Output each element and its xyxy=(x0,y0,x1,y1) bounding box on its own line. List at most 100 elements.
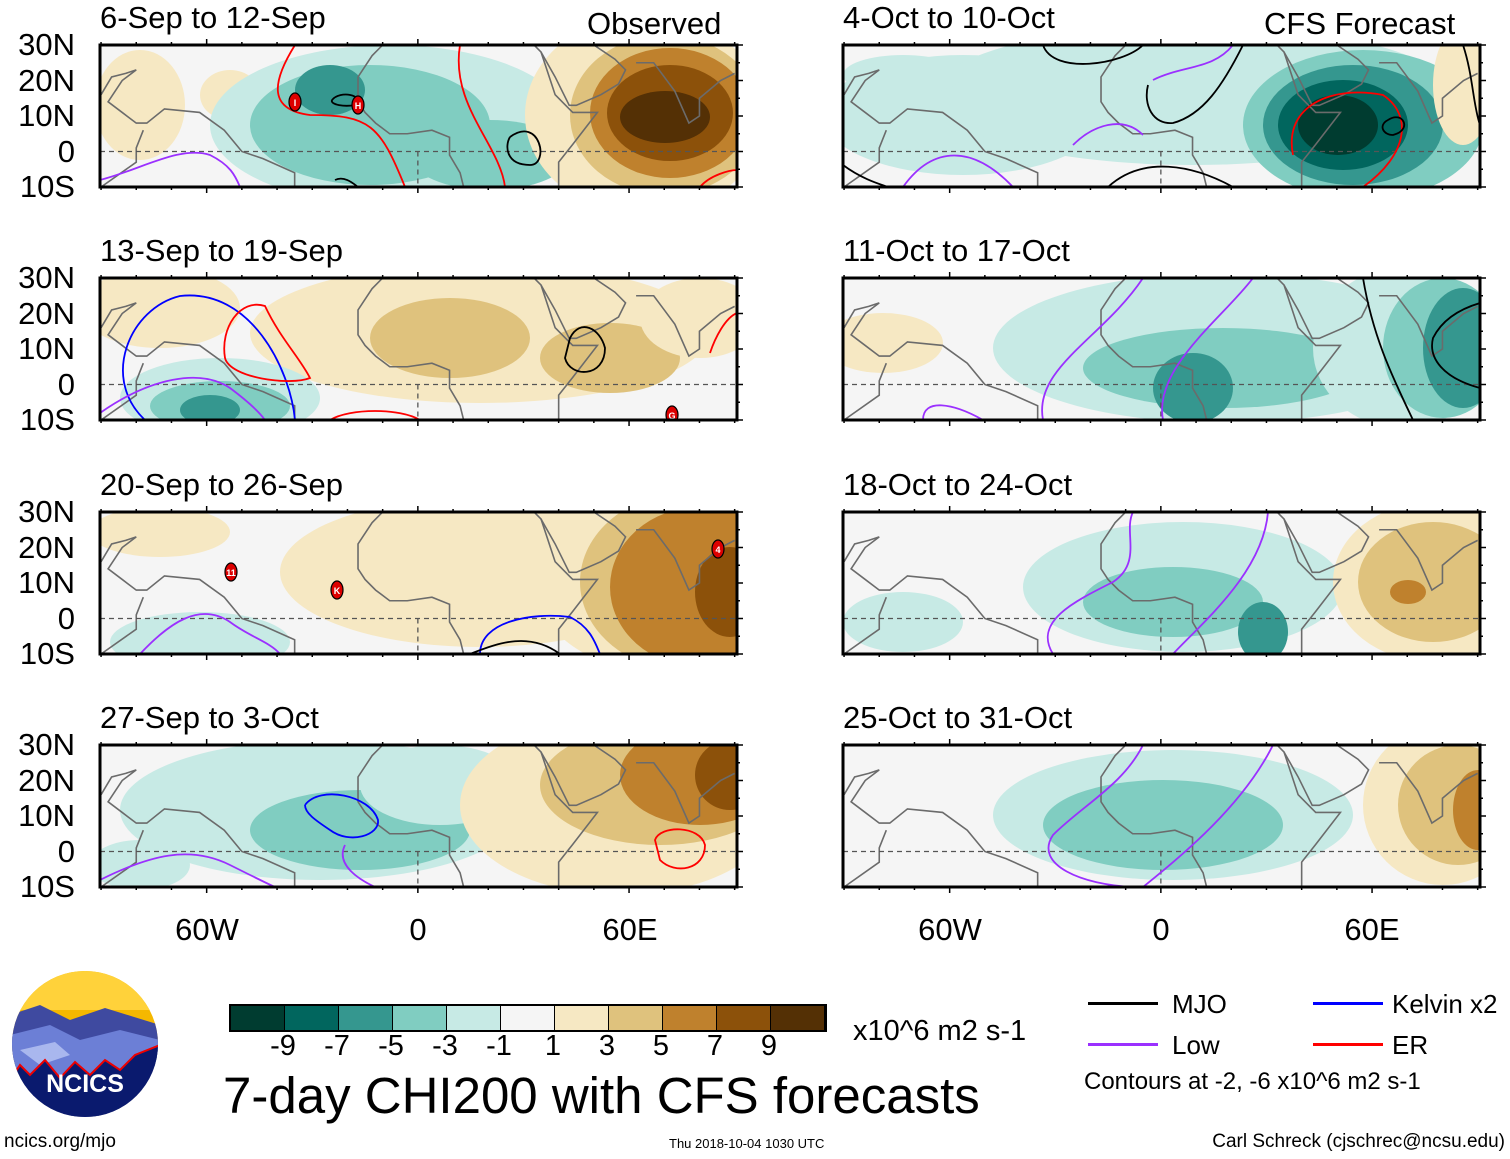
tropical-cyclone-icon: H xyxy=(351,95,365,115)
mjo-contour xyxy=(564,326,606,373)
lon-label-60w-right: 60W xyxy=(918,912,982,947)
chi200-anomaly-region xyxy=(620,91,710,143)
colorbar-swatch xyxy=(663,1006,717,1030)
lat-label: 30N xyxy=(18,260,75,295)
coastline xyxy=(100,362,145,420)
panel-title: 4-Oct to 10-Oct xyxy=(843,0,1055,35)
chi200-anomaly-region xyxy=(180,395,240,420)
coastline xyxy=(843,129,888,187)
colorbar xyxy=(229,1004,827,1032)
coastline xyxy=(532,278,600,420)
lat-label: 30N xyxy=(18,727,75,762)
footer-url[interactable]: ncics.org/mjo xyxy=(4,1131,116,1152)
chi200-anomaly-region xyxy=(110,612,290,654)
tropical-cyclone-icon: 11 xyxy=(224,562,238,582)
colorbar-swatch xyxy=(339,1006,393,1030)
storm-label: I xyxy=(294,98,297,108)
coastline xyxy=(636,761,736,825)
er-contour xyxy=(1290,91,1403,187)
panel-title: 20-Sep to 26-Sep xyxy=(100,467,344,502)
colorbar-swatch xyxy=(771,1006,825,1030)
colorbar-swatch xyxy=(501,1006,555,1030)
coastline xyxy=(1100,745,1208,887)
observed-header: Observed xyxy=(587,6,722,41)
er-contour xyxy=(699,169,737,187)
map-panel xyxy=(841,506,1486,660)
colorbar-tick-label: 7 xyxy=(706,1030,724,1062)
coastline xyxy=(100,302,296,420)
low-contour xyxy=(100,377,266,420)
chi200-anomaly-region xyxy=(1433,45,1480,145)
coastline xyxy=(357,745,465,887)
legend-low-label: Low xyxy=(1172,1030,1220,1060)
chi200-anomaly-region xyxy=(100,512,230,557)
low-contour xyxy=(1047,745,1144,887)
coastline xyxy=(843,596,888,654)
er-contour xyxy=(276,45,406,187)
lat-label: 10S xyxy=(19,636,75,671)
low-contour xyxy=(139,613,281,654)
colorbar-tick-label: 9 xyxy=(760,1030,778,1062)
low-contour xyxy=(1161,278,1254,420)
coastline xyxy=(1100,278,1208,420)
kelvin-contour xyxy=(479,614,601,654)
coastline xyxy=(843,362,888,420)
chi200-anomaly-region xyxy=(295,65,365,115)
legend-kelvin-label: Kelvin x2 xyxy=(1392,989,1498,1019)
chi200-anomaly-region xyxy=(100,840,190,887)
low-contour xyxy=(342,844,376,887)
legend-mjo-label: MJO xyxy=(1172,989,1227,1019)
ncics-logo: NCICS xyxy=(12,971,158,1117)
panel-title: 13-Sep to 19-Sep xyxy=(100,233,344,268)
coastline xyxy=(1275,278,1343,420)
mjo-contour xyxy=(1462,45,1480,126)
coastline xyxy=(540,512,627,574)
storm-label: K xyxy=(334,586,341,596)
coastline xyxy=(532,45,600,187)
mjo-contour xyxy=(1362,278,1414,420)
colorbar-tick-label: -9 xyxy=(270,1030,296,1062)
colorbar-swatch xyxy=(609,1006,663,1030)
low-contour xyxy=(1072,123,1144,146)
coastline xyxy=(843,769,1039,887)
chi200-anomaly-region xyxy=(1423,288,1480,408)
lat-label: 30N xyxy=(18,494,75,529)
low-contour xyxy=(1041,278,1144,420)
colorbar-swatch xyxy=(231,1006,285,1030)
mjo-contour xyxy=(1145,45,1244,124)
coastline xyxy=(1379,294,1479,358)
footer-timestamp: Thu 2018-10-04 1030 UTC xyxy=(669,1136,825,1151)
lat-label: 20N xyxy=(18,762,75,798)
coastline xyxy=(1100,512,1208,654)
panel-title: 27-Sep to 3-Oct xyxy=(100,700,319,735)
figure-title: 7-day CHI200 with CFS forecasts xyxy=(223,1067,980,1124)
colorbar-swatch xyxy=(447,1006,501,1030)
contour-note: Contours at -2, -6 x10^6 m2 s-1 xyxy=(1084,1068,1421,1095)
colorbar-tick-label: -5 xyxy=(378,1030,404,1062)
coastline xyxy=(843,69,1039,187)
chi200-anomaly-region xyxy=(843,592,963,652)
lon-label-0: 0 xyxy=(409,912,427,947)
lat-label: 10N xyxy=(18,331,75,366)
lat-label: 10S xyxy=(19,169,75,204)
coastline xyxy=(357,512,465,654)
colorbar-swatch xyxy=(393,1006,447,1030)
tropical-cyclone-icon: I xyxy=(288,92,302,112)
mjo-contour xyxy=(1107,165,1234,187)
lat-label: 20N xyxy=(18,295,75,331)
low-contour xyxy=(100,151,241,187)
footer-author: Carl Schreck (cjschrec@ncsu.edu) xyxy=(1212,1131,1505,1152)
coastline xyxy=(1379,528,1479,592)
mjo-contour xyxy=(1042,45,1144,65)
low-contour xyxy=(902,154,1014,187)
coastline xyxy=(843,829,888,887)
chi200-anomaly-region xyxy=(1083,567,1263,637)
mjo-contour xyxy=(506,130,542,166)
coastline xyxy=(100,769,296,887)
storm-label: H xyxy=(355,101,362,111)
low-contour xyxy=(922,404,984,420)
lon-label-0-right: 0 xyxy=(1152,912,1170,947)
chi200-anomaly-region xyxy=(1298,95,1378,155)
tropical-cyclone-icon: K xyxy=(330,580,344,600)
colorbar-tick-label: -1 xyxy=(486,1030,512,1062)
